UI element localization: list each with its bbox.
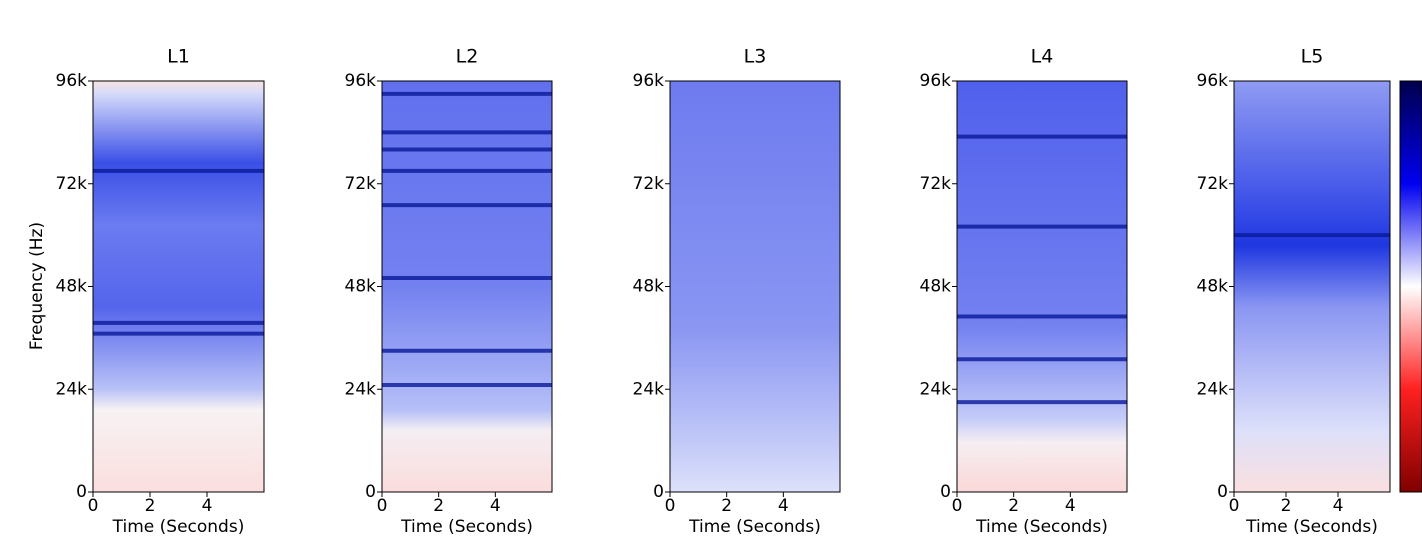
- y-tick-label: 72k: [633, 174, 665, 194]
- x-tick-label: 2: [1008, 496, 1019, 516]
- x-tick-label: 4: [490, 496, 501, 516]
- panel-title: L4: [1031, 46, 1054, 68]
- y-tick-label: 48k: [56, 277, 88, 297]
- x-tick-label: 2: [1281, 496, 1292, 516]
- y-tick-label: 72k: [1197, 174, 1229, 194]
- spectrogram-image: [957, 81, 1127, 492]
- y-tick-label: 72k: [345, 174, 377, 194]
- y-tick-label: 0: [940, 482, 951, 502]
- spectrogram-image: [93, 81, 264, 492]
- x-axis-label: Time (Seconds): [975, 517, 1108, 537]
- x-tick-label: 2: [721, 496, 732, 516]
- spectrogram-image: [1234, 81, 1390, 492]
- y-tick-label: 48k: [633, 277, 665, 297]
- y-tick-label: 72k: [920, 174, 952, 194]
- y-axis-label: Frequency (Hz): [27, 222, 47, 350]
- x-tick-label: 4: [1333, 496, 1344, 516]
- y-tick-label: 24k: [56, 379, 88, 399]
- y-tick-label: 96k: [1197, 71, 1229, 91]
- colorbar: [1399, 80, 1422, 493]
- y-tick-label: 48k: [1197, 277, 1229, 297]
- panel-title: L3: [744, 46, 767, 68]
- y-tick-label: 96k: [633, 71, 665, 91]
- panel-title: L2: [456, 46, 479, 68]
- x-tick-label: 2: [145, 496, 156, 516]
- y-tick-label: 24k: [1197, 379, 1229, 399]
- x-tick-label: 2: [433, 496, 444, 516]
- y-tick-label: 0: [365, 482, 376, 502]
- y-tick-label: 0: [653, 482, 664, 502]
- x-axis-label: Time (Seconds): [688, 517, 821, 537]
- y-tick-label: 24k: [345, 379, 377, 399]
- y-tick-label: 72k: [56, 174, 88, 194]
- spectrogram-image: [670, 81, 840, 492]
- x-axis-label: Time (Seconds): [400, 517, 533, 537]
- panel-title: L1: [167, 46, 190, 68]
- x-tick-label: 0: [1229, 496, 1240, 516]
- y-tick-label: 24k: [633, 379, 665, 399]
- y-tick-label: 0: [76, 482, 87, 502]
- y-tick-label: 96k: [920, 71, 952, 91]
- y-tick-label: 48k: [345, 277, 377, 297]
- x-axis-label: Time (Seconds): [1245, 517, 1378, 537]
- x-tick-label: 0: [952, 496, 963, 516]
- y-tick-label: 96k: [345, 71, 377, 91]
- x-axis-label: Time (Seconds): [112, 517, 245, 537]
- y-tick-label: 96k: [56, 71, 88, 91]
- x-tick-label: 0: [88, 496, 99, 516]
- y-tick-label: 0: [1217, 482, 1228, 502]
- x-tick-label: 0: [665, 496, 676, 516]
- y-tick-label: 24k: [920, 379, 952, 399]
- x-tick-label: 0: [377, 496, 388, 516]
- x-tick-label: 4: [1065, 496, 1076, 516]
- y-tick-label: 48k: [920, 277, 952, 297]
- panel-title: L5: [1301, 46, 1324, 68]
- x-tick-label: 4: [202, 496, 213, 516]
- spectrogram-image: [382, 81, 552, 492]
- x-tick-label: 4: [778, 496, 789, 516]
